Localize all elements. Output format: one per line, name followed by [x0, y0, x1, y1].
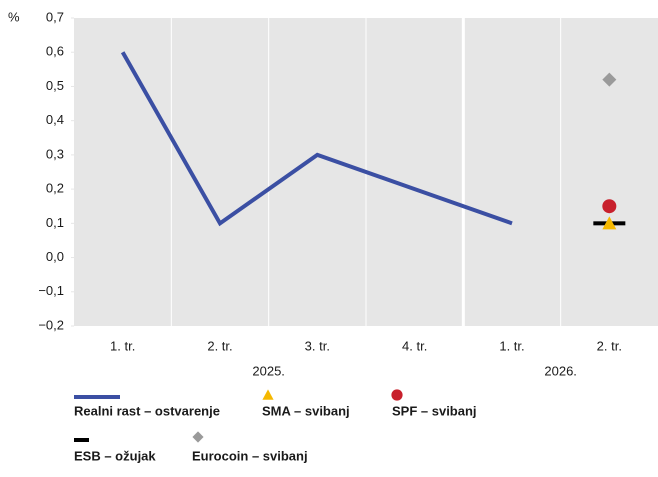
- x-tick-label: 2. tr.: [597, 338, 622, 353]
- y-tick-label: 0,2: [46, 181, 64, 196]
- legend-swatch: [391, 389, 403, 401]
- legend-label: Eurocoin – svibanj: [192, 448, 308, 463]
- y-tick-label: 0,1: [46, 215, 64, 230]
- y-tick-label: −0,2: [38, 317, 64, 332]
- line-series: [120, 51, 513, 227]
- y-axis-label: %: [8, 9, 20, 24]
- legend-swatch: [192, 431, 204, 443]
- legend-swatch: [74, 438, 89, 442]
- x-tick-label: 4. tr.: [402, 338, 427, 353]
- y-tick-label: −0,1: [38, 283, 64, 298]
- legend-label: ESB – ožujak: [74, 448, 156, 463]
- x-tick-label: 3. tr.: [305, 338, 330, 353]
- year-label: 2025.: [252, 363, 285, 378]
- x-tick-label: 1. tr.: [110, 338, 135, 353]
- y-tick-label: 0,7: [46, 9, 64, 24]
- legend-label: Realni rast – ostvarenje: [74, 403, 220, 418]
- point: [602, 199, 617, 214]
- legend-swatch: [262, 389, 274, 400]
- y-tick-label: 0,0: [46, 249, 64, 264]
- y-tick-label: 0,5: [46, 78, 64, 93]
- point: [602, 72, 617, 87]
- legend-label: SMA – svibanj: [262, 403, 350, 418]
- point: [602, 216, 617, 230]
- year-label: 2026.: [544, 363, 577, 378]
- y-tick-label: 0,3: [46, 146, 64, 161]
- x-tick-label: 1. tr.: [499, 338, 524, 353]
- legend-label: SPF – svibanj: [392, 403, 477, 418]
- x-tick-label: 2. tr.: [207, 338, 232, 353]
- y-tick-label: 0,4: [46, 112, 64, 127]
- y-tick-label: 0,6: [46, 44, 64, 59]
